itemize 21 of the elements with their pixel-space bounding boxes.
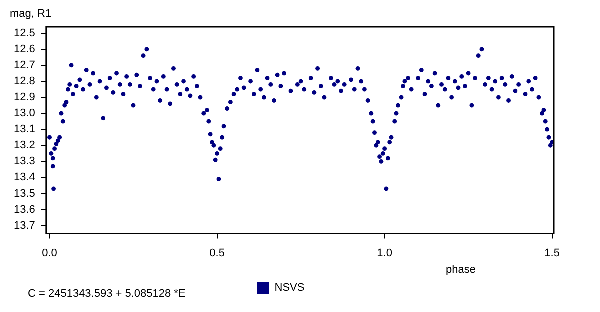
y-tick-label: 13.1 [14,124,36,136]
text: C = 2451343.593 + 5.085128 *E [28,288,186,300]
y-tick-label: 12.7 [14,60,36,72]
y-tick-label: 13.2 [14,140,36,152]
y-tick-label: 13.3 [14,156,36,168]
y-tick-label: 12.8 [14,76,36,88]
y-tick-label: 13.7 [14,220,36,232]
y-tick-label: 13.6 [14,204,36,216]
y-tick-label: 13.0 [14,108,36,120]
y-tick-label: 13.5 [14,188,36,200]
y-axis-title: mag, R1 [10,8,52,20]
y-tick-label: 12.9 [14,92,36,104]
x-tick-label: 0.5 [210,247,225,260]
y-tick-label: 12.5 [14,27,36,40]
x-tick-label: 0.0 [42,247,58,260]
y-tick-label: 13.4 [14,172,36,184]
y-tick-label: 12.6 [14,43,36,56]
x-tick-label: 1.0 [377,247,392,260]
x-axis-title: phase [446,264,476,276]
x-tick-label: 1.5 [544,247,560,260]
legend-label: NSVS [274,282,305,294]
